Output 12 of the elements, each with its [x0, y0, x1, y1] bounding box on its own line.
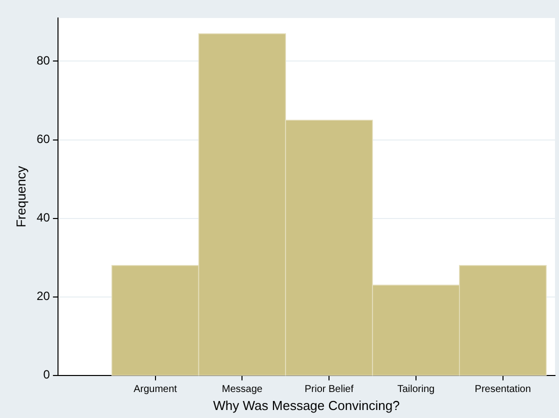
x-tick-label: Presentation: [474, 384, 531, 396]
y-tick-label: 80: [36, 54, 50, 68]
y-tick-label: 0: [43, 368, 50, 382]
x-tick-label: Tailoring: [397, 384, 435, 396]
x-axis-title: Why Was Message Convincing?: [213, 398, 400, 413]
y-tick-label: 60: [36, 132, 50, 146]
x-tick-label: Argument: [134, 384, 178, 396]
y-axis-title: Frequency: [13, 165, 28, 228]
x-tick-label: Prior Belief: [304, 384, 354, 396]
x-tick-label: Message: [222, 384, 263, 396]
y-tick-label: 40: [36, 210, 50, 225]
y-tick-label: 20: [36, 289, 50, 304]
